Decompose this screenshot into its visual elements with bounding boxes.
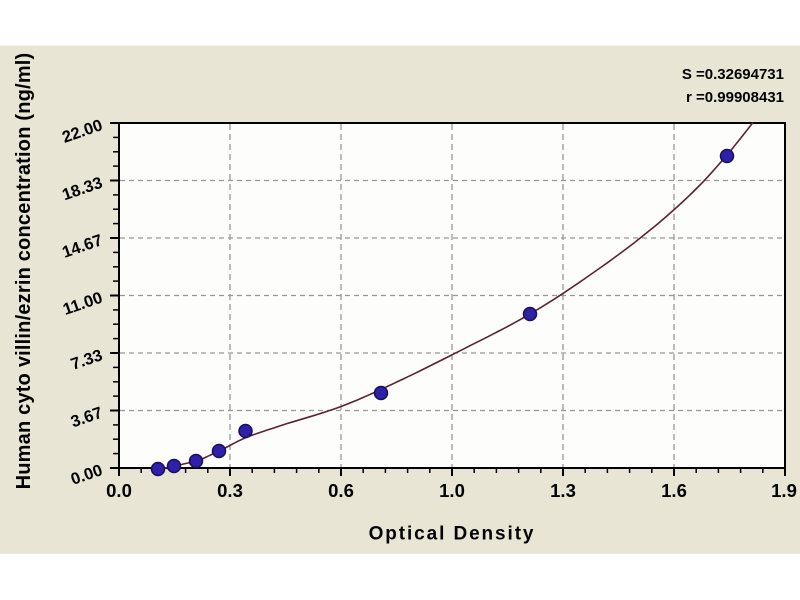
svg-text:0.6: 0.6 <box>328 480 354 501</box>
svg-text:0.3: 0.3 <box>217 480 243 501</box>
svg-text:1.9: 1.9 <box>771 480 797 501</box>
svg-text:Optical Density: Optical Density <box>369 524 536 545</box>
svg-text:1.0: 1.0 <box>439 480 465 501</box>
svg-text:0.0: 0.0 <box>106 480 132 501</box>
svg-text:S =0.32694731: S =0.32694731 <box>682 66 784 83</box>
svg-text:1.3: 1.3 <box>550 480 576 501</box>
svg-text:r =0.99908431: r =0.99908431 <box>686 89 784 106</box>
svg-text:Human cyto villin/ezrin concen: Human cyto villin/ezrin concentration (n… <box>13 53 35 490</box>
svg-text:1.6: 1.6 <box>661 480 687 501</box>
